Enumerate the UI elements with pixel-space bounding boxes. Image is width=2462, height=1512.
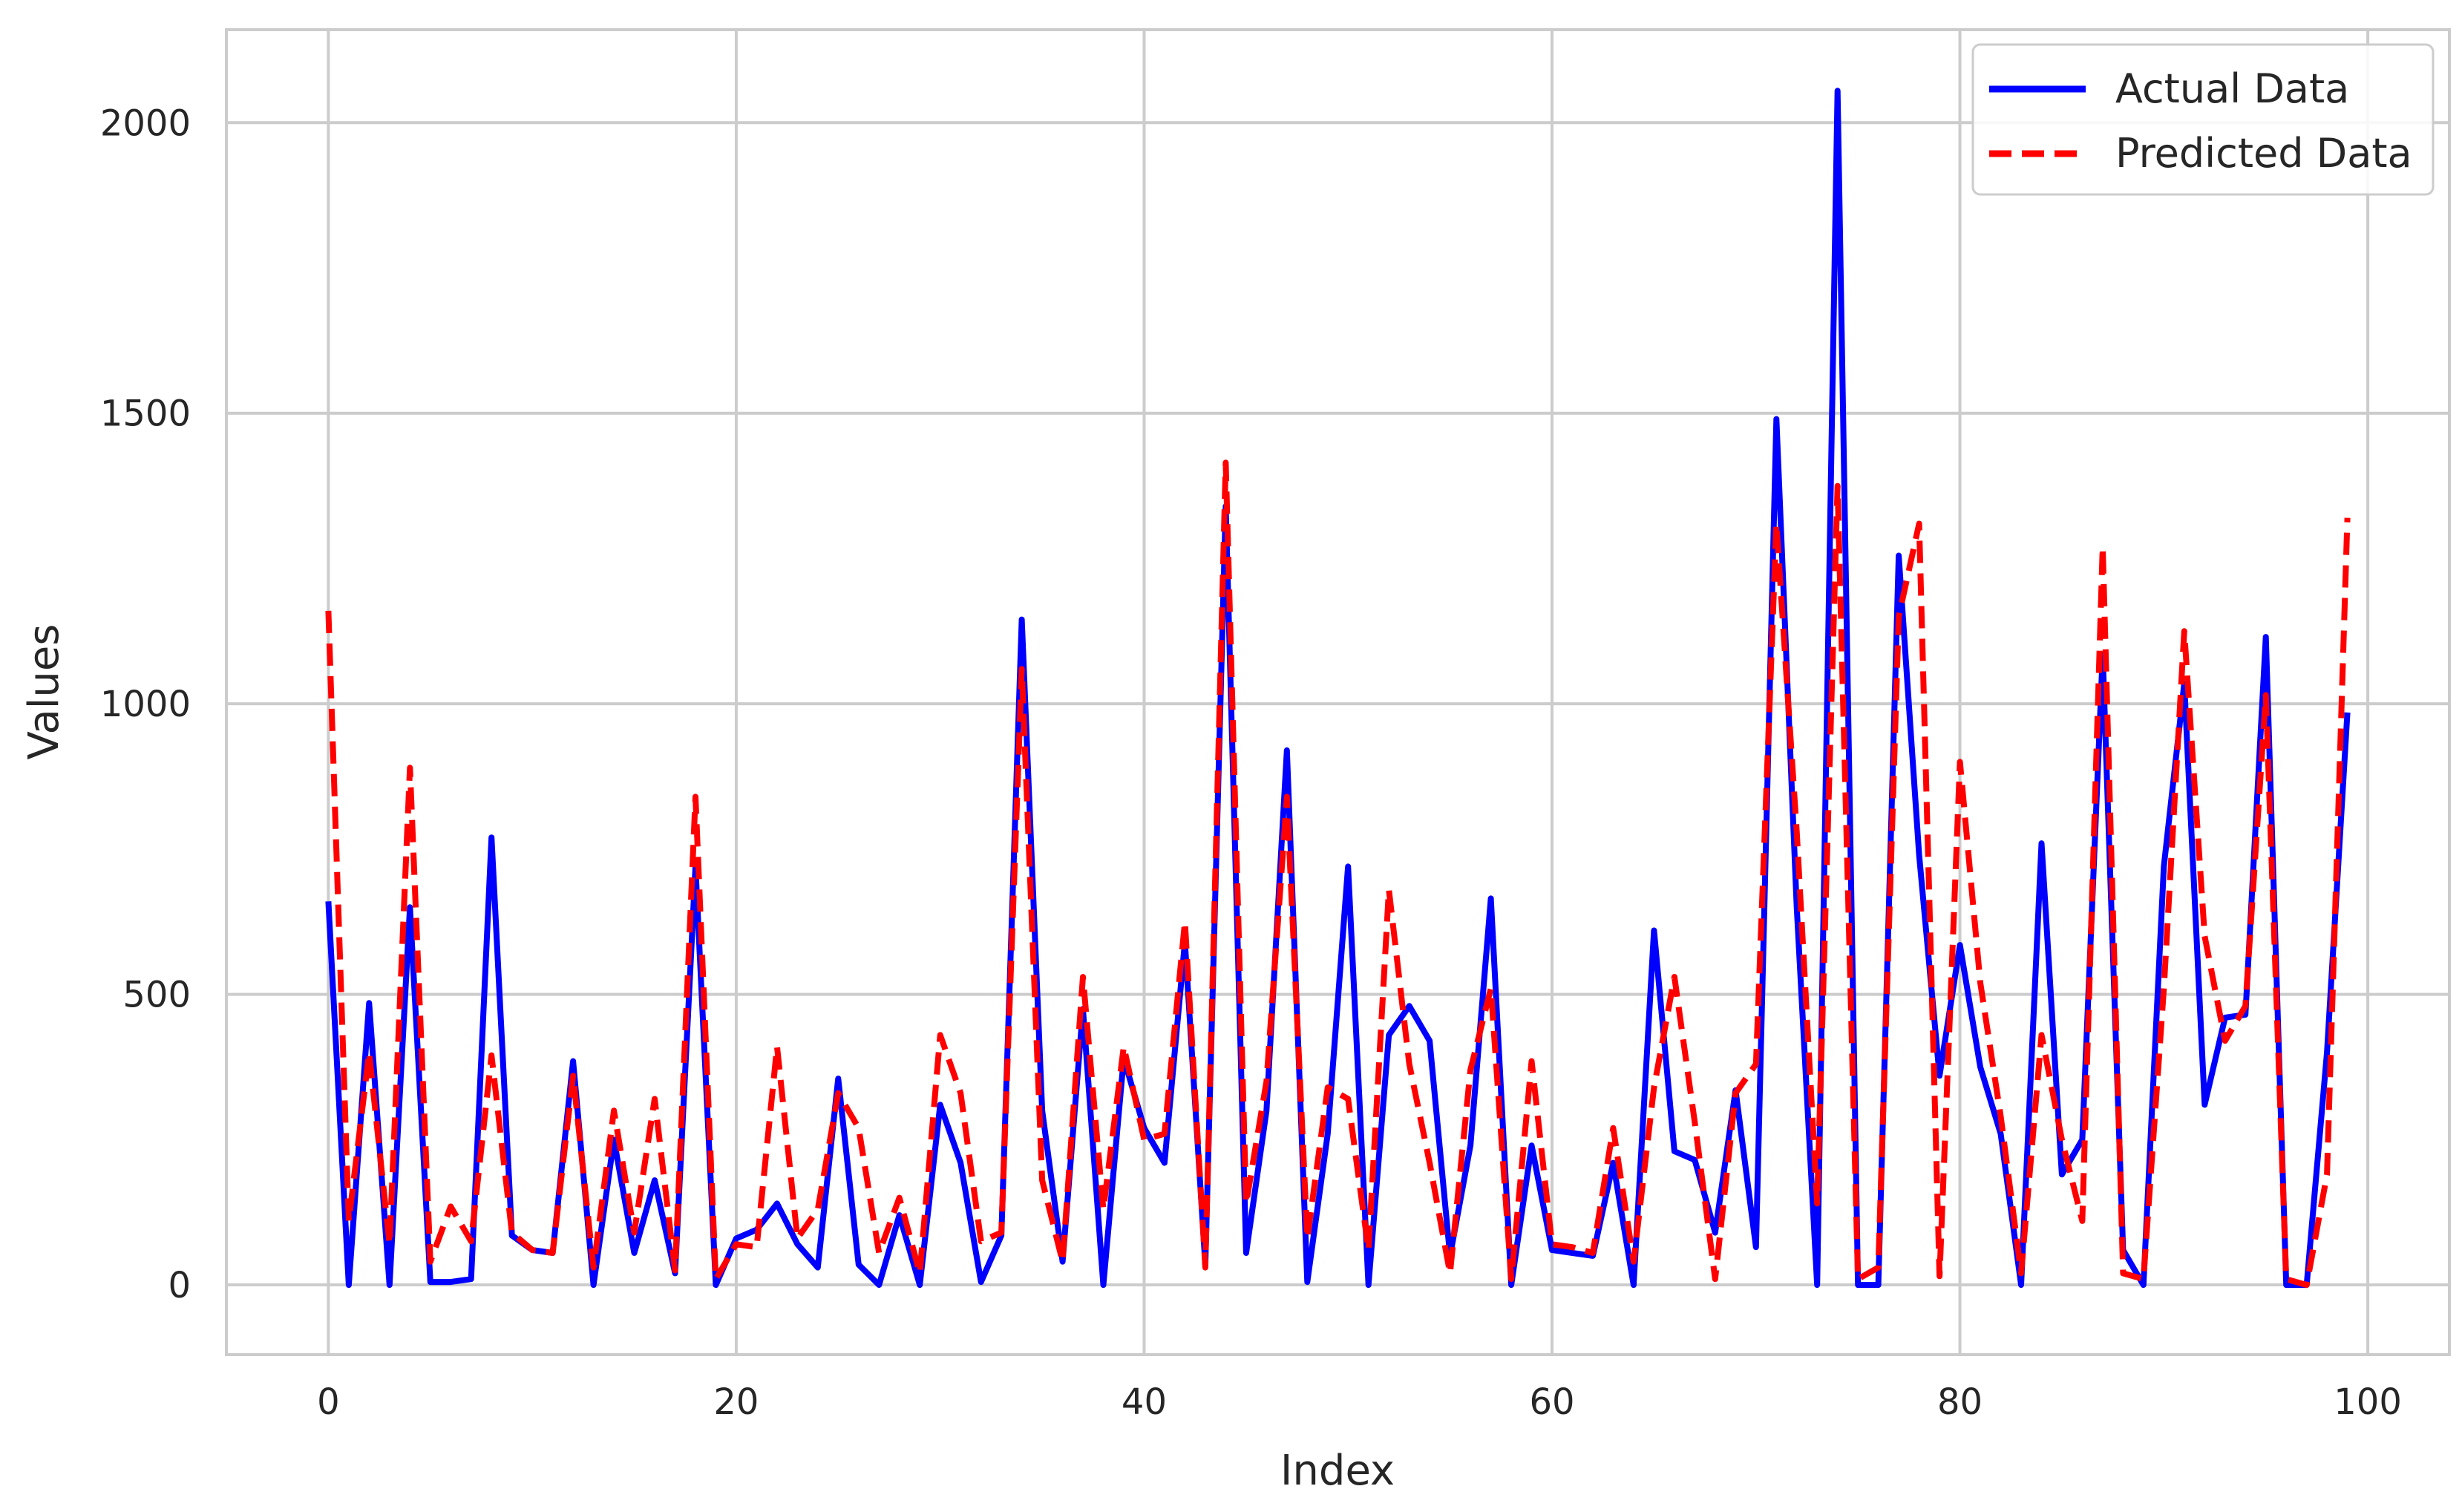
legend: Actual Data Predicted Data xyxy=(1971,43,2435,196)
x-tick-label: 80 xyxy=(1937,1381,1983,1423)
y-tick-label: 2000 xyxy=(100,102,191,144)
x-axis-label: Index xyxy=(1280,1447,1395,1495)
grid-lines xyxy=(226,30,2449,1355)
x-tick-label: 0 xyxy=(317,1381,340,1423)
y-tick-labels: 0 500 1000 1500 2000 xyxy=(100,102,191,1306)
x-tick-label: 40 xyxy=(1122,1381,1167,1423)
y-tick-label: 0 xyxy=(168,1265,191,1306)
x-tick-label: 100 xyxy=(2334,1381,2402,1423)
legend-label-predicted-data: Predicted Data xyxy=(2115,130,2412,177)
y-tick-label: 1000 xyxy=(100,684,191,725)
x-tick-labels: 0 20 40 60 80 100 xyxy=(317,1381,2402,1423)
series-lines xyxy=(325,88,2351,1289)
x-tick-label: 20 xyxy=(713,1381,759,1423)
series-line-predicted-data xyxy=(325,459,2351,1289)
y-tick-label: 500 xyxy=(122,975,191,1016)
plot-area xyxy=(226,30,2449,1355)
legend-box xyxy=(1971,43,2435,196)
y-axis-label: Values xyxy=(20,624,68,760)
plot-frame xyxy=(225,28,2451,1356)
x-tick-label: 60 xyxy=(1529,1381,1574,1423)
legend-label-actual-data: Actual Data xyxy=(2115,65,2349,112)
y-tick-label: 1500 xyxy=(100,393,191,435)
